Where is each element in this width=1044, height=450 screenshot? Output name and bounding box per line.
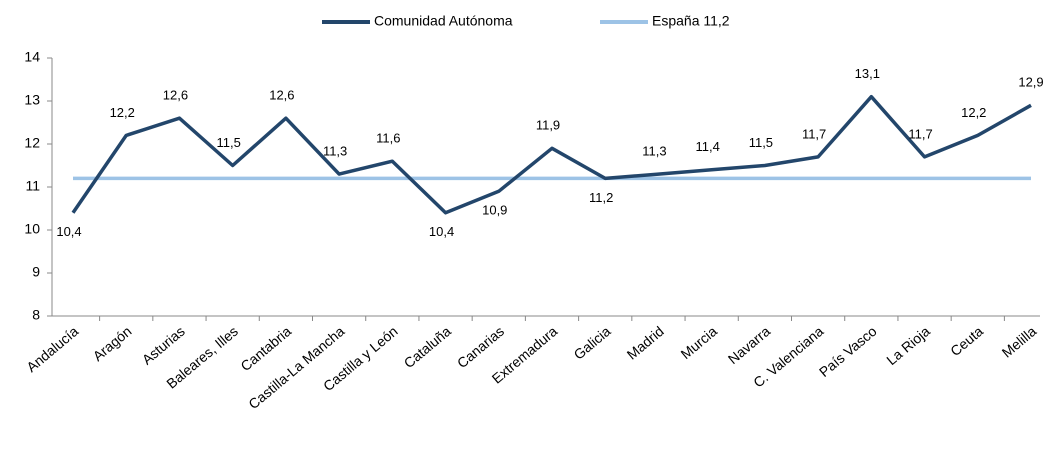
- y-tick-label: 13: [24, 92, 40, 108]
- data-label: 11,2: [589, 190, 613, 205]
- data-label: 11,7: [908, 126, 932, 141]
- data-label: 11,5: [749, 135, 773, 150]
- x-tick-label: País Vasco: [816, 323, 880, 380]
- x-tick-label: Aragón: [90, 323, 135, 364]
- x-tick-label: Murcia: [678, 323, 721, 362]
- data-label: 11,7: [802, 126, 826, 141]
- data-label: 11,6: [376, 131, 400, 146]
- legend: Comunidad Autónoma España 11,2: [322, 13, 730, 29]
- data-label: 12,2: [110, 105, 135, 120]
- data-label: 10,4: [56, 224, 81, 239]
- data-label: 11,5: [216, 135, 240, 150]
- x-tick-label: Melilla: [999, 323, 1040, 361]
- x-tick-label: Navarra: [725, 323, 774, 367]
- data-label: 13,1: [855, 66, 880, 81]
- x-tick-label: Asturias: [139, 323, 188, 368]
- x-tick-label: Ceuta: [947, 323, 986, 359]
- data-label: 12,9: [1018, 75, 1043, 90]
- y-tick-label: 9: [32, 264, 40, 280]
- data-label: 10,9: [482, 203, 507, 218]
- data-label: 11,9: [536, 118, 560, 133]
- legend-label: España 11,2: [652, 13, 730, 29]
- data-label: 11,4: [695, 139, 719, 154]
- x-tick-label: Madrid: [624, 323, 667, 363]
- y-tick-label: 10: [24, 221, 40, 237]
- data-label: 12,6: [269, 88, 294, 103]
- data-label: 10,4: [429, 224, 454, 239]
- y-tick-label: 14: [24, 49, 40, 65]
- x-tick-label: Andalucía: [23, 323, 81, 375]
- data-label: 11,3: [642, 144, 666, 159]
- x-tick-label: La Rioja: [883, 323, 933, 368]
- series-line: [71, 94, 1032, 215]
- y-tick-label: 8: [32, 307, 40, 323]
- x-tick-label: Galicia: [570, 323, 613, 363]
- x-tick-label: Cataluña: [401, 323, 454, 371]
- x-tick-label: Canarias: [454, 323, 507, 371]
- legend-label: Comunidad Autónoma: [374, 13, 513, 29]
- data-label: 11,3: [323, 144, 347, 159]
- y-tick-label: 11: [25, 178, 40, 194]
- data-label: 12,2: [961, 105, 986, 120]
- data-label: 12,6: [163, 88, 188, 103]
- y-tick-label: 12: [24, 135, 40, 151]
- x-tick-label: Castilla-La Mancha: [245, 323, 347, 412]
